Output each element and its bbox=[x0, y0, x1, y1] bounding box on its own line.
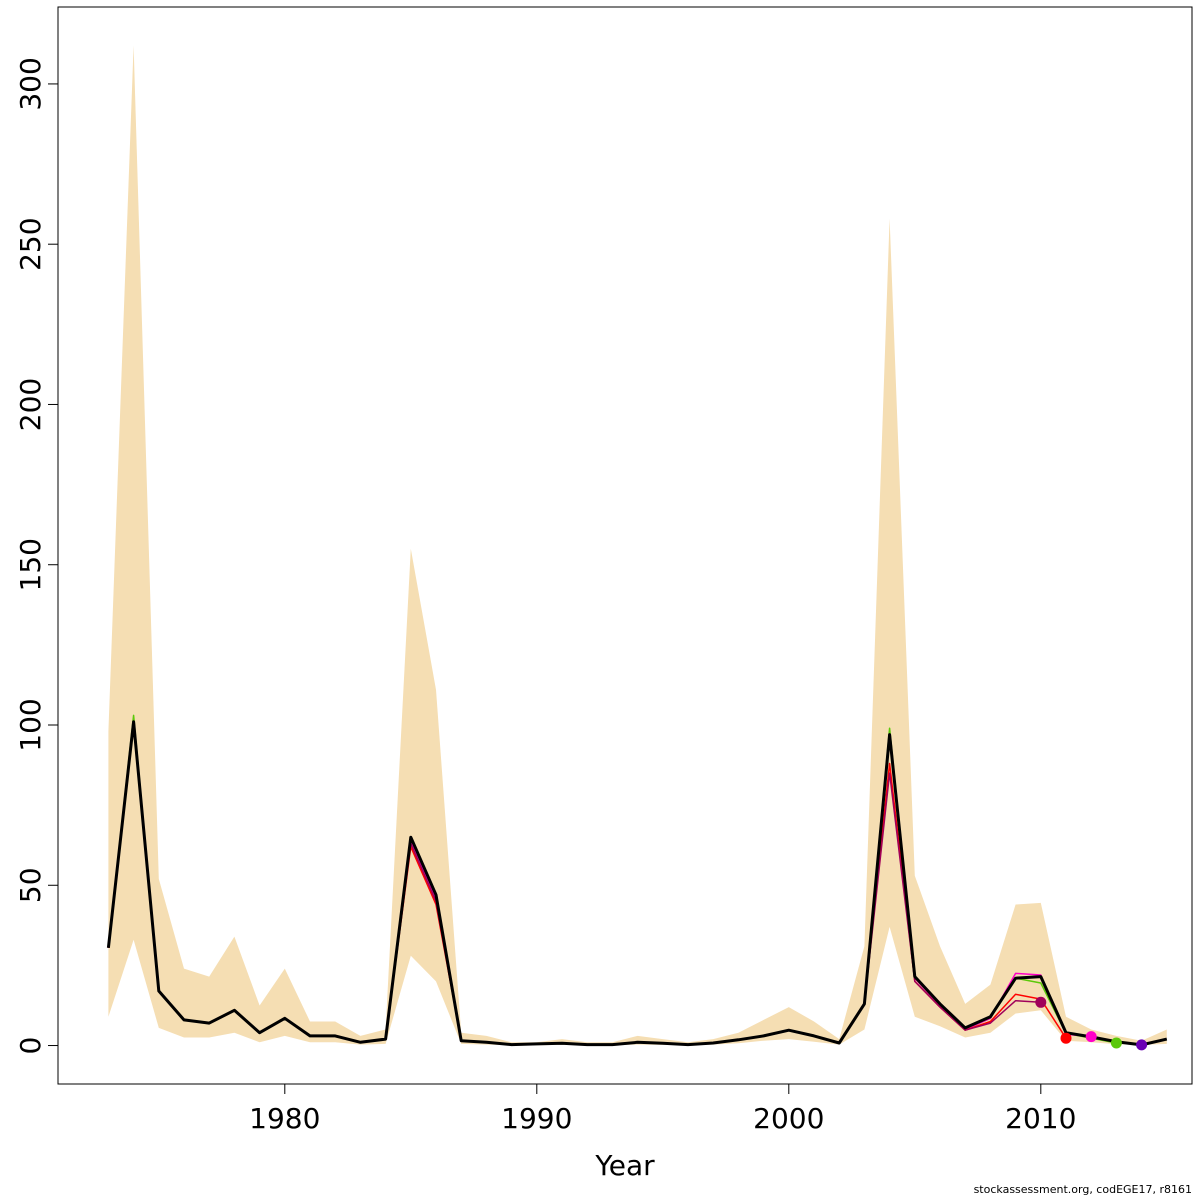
x-axis: 1980 1990 2000 2010 bbox=[249, 1083, 1076, 1135]
series-lines bbox=[106, 714, 1168, 1047]
x-tick-label: 1990 bbox=[501, 1102, 572, 1135]
x-tick-label: 2000 bbox=[753, 1102, 824, 1135]
y-tick-label: 100 bbox=[14, 698, 47, 751]
y-tick-label: 300 bbox=[14, 57, 47, 110]
x-axis-title: Year bbox=[594, 1149, 655, 1182]
y-tick-label: 0 bbox=[14, 1037, 47, 1055]
y-axis: 0 50 100 150 200 250 300 bbox=[14, 57, 59, 1055]
end-points bbox=[1035, 996, 1148, 1051]
end-point-marker bbox=[1035, 996, 1047, 1008]
y-tick-label: 150 bbox=[14, 538, 47, 591]
x-tick-label: 1980 bbox=[249, 1102, 320, 1135]
y-tick-label: 200 bbox=[14, 378, 47, 431]
confidence-band-area bbox=[108, 45, 1167, 1046]
end-point-marker bbox=[1136, 1039, 1148, 1051]
end-point-marker bbox=[1085, 1031, 1097, 1043]
y-tick-label: 250 bbox=[14, 217, 47, 270]
end-point-marker bbox=[1060, 1032, 1072, 1044]
y-tick-label: 50 bbox=[14, 867, 47, 903]
series-line bbox=[106, 720, 1168, 1047]
confidence-band bbox=[108, 45, 1167, 1046]
credit-text: stockassessment.org, codEGE17, r8161 bbox=[973, 1183, 1192, 1196]
end-point-marker bbox=[1110, 1037, 1122, 1049]
series-line bbox=[107, 714, 1117, 1046]
x-tick-label: 2010 bbox=[1005, 1102, 1076, 1135]
